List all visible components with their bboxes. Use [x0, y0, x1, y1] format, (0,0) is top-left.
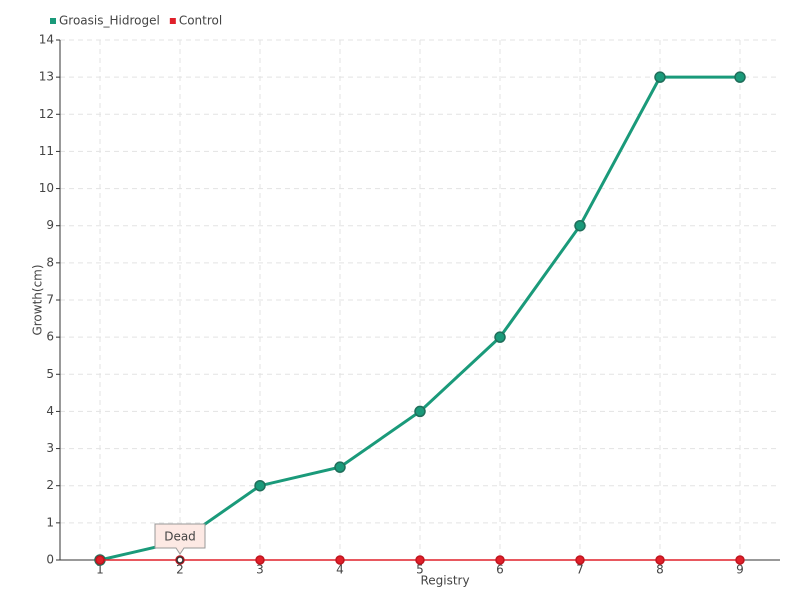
- data-point: [495, 555, 505, 565]
- annotation: Dead: [154, 523, 206, 564]
- x-tick-label: 5: [416, 563, 424, 577]
- data-point: [735, 555, 745, 565]
- data-point: [254, 479, 266, 492]
- annotation-text: Dead: [164, 530, 196, 544]
- x-tick-label: 4: [336, 563, 344, 577]
- y-tick-label: 4: [46, 404, 54, 418]
- data-point: [255, 555, 265, 565]
- x-tick-label: 1: [96, 563, 104, 577]
- y-tick-label: 11: [39, 144, 54, 158]
- legend-swatch: [169, 18, 176, 24]
- x-tick-label: 8: [656, 563, 664, 577]
- annotation-point: [176, 556, 184, 564]
- data-point: [415, 555, 425, 565]
- y-tick-label: 7: [46, 293, 54, 307]
- data-point: [734, 71, 746, 83]
- y-tick-label: 9: [46, 218, 54, 232]
- data-point: [655, 555, 665, 565]
- y-tick-label: 2: [46, 478, 54, 492]
- legend-label: Control: [179, 14, 222, 28]
- y-tick-label: 13: [39, 70, 54, 84]
- y-tick-label: 10: [39, 181, 54, 195]
- data-point: [575, 555, 585, 565]
- y-tick-label: 5: [46, 367, 54, 381]
- y-tick-label: 8: [46, 255, 54, 269]
- data-point: [95, 555, 105, 565]
- y-tick-label: 6: [46, 330, 54, 344]
- data-point: [494, 331, 506, 343]
- x-tick-label: 7: [576, 563, 584, 577]
- y-tick-label: 1: [46, 515, 54, 529]
- data-point: [654, 71, 666, 83]
- data-point: [334, 461, 346, 473]
- x-tick-label: 3: [256, 563, 264, 577]
- y-tick-label: 0: [46, 553, 54, 567]
- y-axis-label: Growth(cm): [31, 264, 45, 335]
- x-tick-label: 9: [736, 563, 744, 577]
- legend-swatch: [50, 18, 56, 24]
- x-axis-label: Registry: [420, 574, 469, 588]
- legend-label: Groasis_Hidrogel: [59, 14, 160, 28]
- x-tick-label: 6: [496, 563, 504, 577]
- y-tick-label: 14: [39, 33, 54, 47]
- y-tick-label: 3: [46, 441, 54, 455]
- data-point: [335, 555, 345, 565]
- y-tick-label: 12: [39, 107, 54, 121]
- annotation-box: [154, 523, 206, 555]
- data-point: [574, 219, 586, 232]
- x-tick-label: 2: [176, 563, 184, 577]
- data-point: [414, 405, 426, 418]
